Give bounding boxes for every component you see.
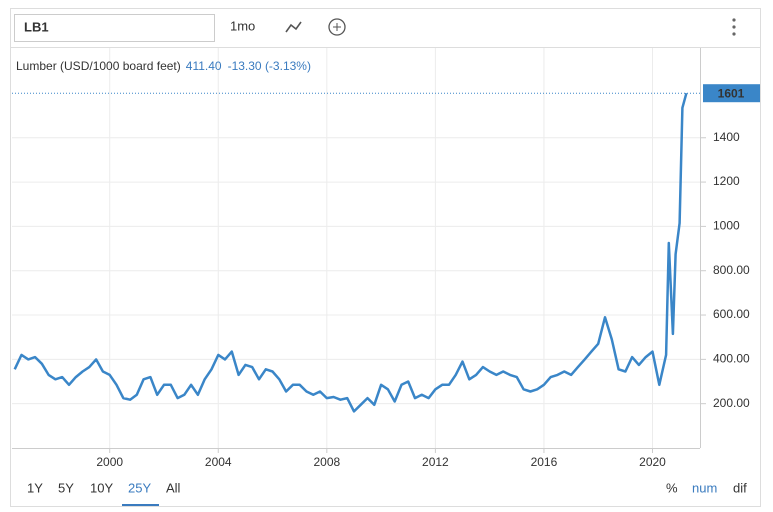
chart-type-icon[interactable] <box>285 21 302 33</box>
add-icon[interactable] <box>328 18 346 36</box>
range-button[interactable]: 1Y <box>27 480 43 495</box>
y-tick-label: 200.00 <box>713 396 750 410</box>
x-tick-label: 2000 <box>96 455 123 469</box>
x-tick-label: 2004 <box>205 455 232 469</box>
range-button[interactable]: 25Y <box>128 480 151 495</box>
x-tick-label: 2008 <box>313 455 340 469</box>
y-tick-label: 800.00 <box>713 263 750 277</box>
y-tick-label: 1400 <box>713 130 740 144</box>
line-series <box>13 92 688 413</box>
last-value-label: 1601 <box>718 86 745 100</box>
y-tick-label: 400.00 <box>713 352 750 366</box>
range-button[interactable]: All <box>166 480 181 495</box>
symbol-text: LB1 <box>24 19 49 34</box>
mode-button[interactable]: dif <box>733 480 747 495</box>
legend-change: -13.30 (-3.13%) <box>228 59 311 73</box>
interval-button[interactable]: 1mo <box>230 18 255 33</box>
frame <box>10 8 761 507</box>
symbol-input[interactable] <box>14 14 215 42</box>
y-tick-label: 1200 <box>713 174 740 188</box>
x-tick-label: 2016 <box>531 455 558 469</box>
last-value-box <box>703 84 760 103</box>
y-tick-label: 600.00 <box>713 307 750 321</box>
mode-button[interactable]: % <box>666 480 678 495</box>
y-tick-label: 1000 <box>713 219 740 233</box>
range-button[interactable]: 5Y <box>58 480 74 495</box>
x-tick-label: 2012 <box>422 455 449 469</box>
range-button[interactable]: 10Y <box>90 480 113 495</box>
plot: 2000 2004 2008 2012 2016 2020 200.00 400.00 600.… <box>12 48 760 469</box>
menu-icon[interactable] <box>732 18 736 36</box>
legend-value: 411.40 <box>186 59 222 73</box>
x-tick-label: 2020 <box>639 455 666 469</box>
mode-button[interactable]: num <box>692 480 717 495</box>
legend-name: Lumber (USD/1000 board feet) <box>16 59 181 73</box>
